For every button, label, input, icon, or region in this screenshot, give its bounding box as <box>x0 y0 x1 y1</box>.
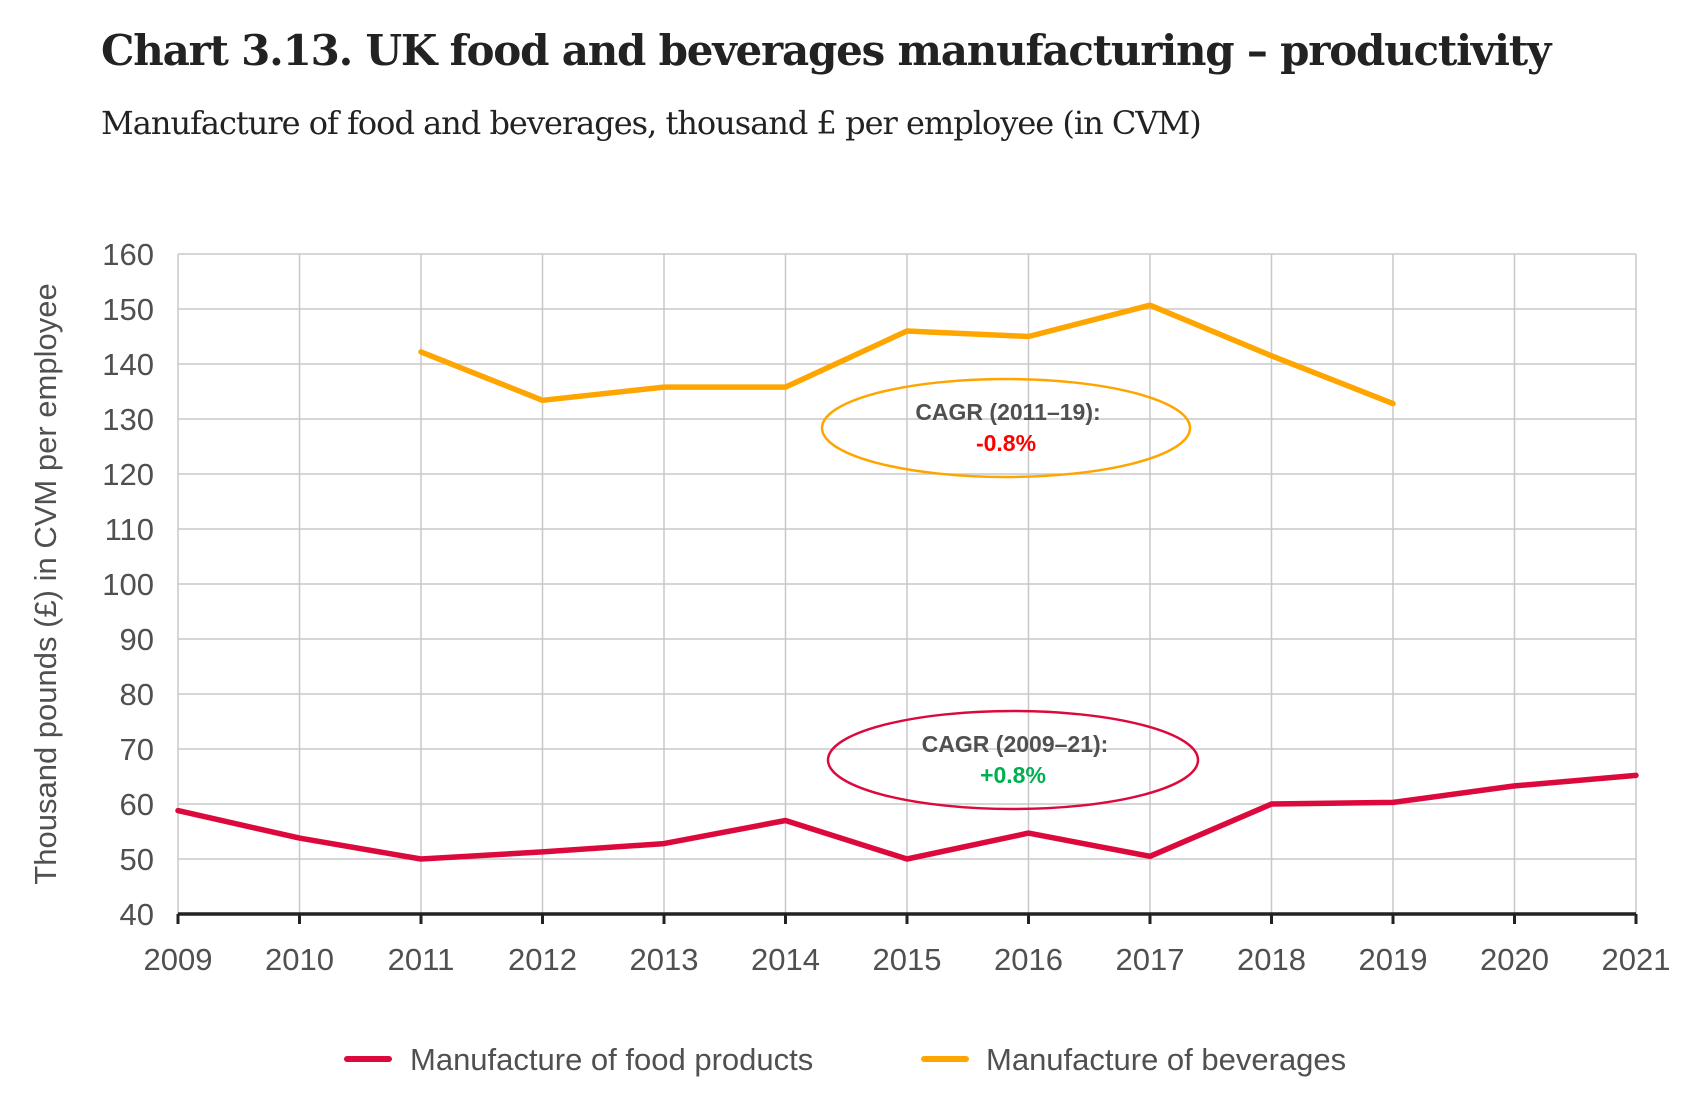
y-tick-label: 90 <box>120 622 154 657</box>
annotation-label: CAGR (2011–19): <box>915 399 1100 425</box>
axes: 40 50 60 70 80 90 100 110 120 130 140 150 160 2009 201… <box>102 237 1670 977</box>
y-tick-label: 60 <box>120 787 154 822</box>
legend-item-beverages: Manufacture of beverages <box>921 1042 1346 1077</box>
legend-label: Manufacture of food products <box>410 1042 813 1077</box>
gridlines <box>177 253 1637 914</box>
x-tick-label: 2014 <box>751 942 820 977</box>
y-tick-label: 70 <box>120 732 154 767</box>
y-tick-label: 120 <box>102 457 154 492</box>
annotation-value: +0.8% <box>980 762 1046 788</box>
x-tick-label: 2013 <box>630 942 699 977</box>
y-tick-label: 40 <box>120 897 154 932</box>
y-tick-label: 100 <box>102 567 154 602</box>
y-tick-label: 110 <box>105 512 154 547</box>
x-tick-label: 2021 <box>1602 942 1671 977</box>
cagr-annotation-food: CAGR (2009–21): +0.8% <box>826 709 1200 811</box>
x-tick-label: 2009 <box>144 942 213 977</box>
x-tick-label: 2016 <box>994 942 1063 977</box>
y-axis-label: Thousand pounds (£) in CVM per employee <box>28 283 63 884</box>
annotation-label: CAGR (2009–21): <box>922 731 1109 757</box>
x-tick-label: 2018 <box>1237 942 1306 977</box>
x-tick-label: 2020 <box>1480 942 1549 977</box>
x-tick-label: 2012 <box>508 942 577 977</box>
cagr-annotation-beverages: CAGR (2011–19): -0.8% <box>820 377 1192 479</box>
x-tick-label: 2010 <box>265 942 334 977</box>
x-tick-label: 2015 <box>873 942 942 977</box>
y-tick-label: 80 <box>120 677 154 712</box>
annotation-ellipse <box>820 377 1192 479</box>
x-tick-label: 2011 <box>388 942 455 977</box>
y-tick-label: 130 <box>102 402 154 437</box>
legend: Manufacture of food products Manufacture … <box>344 1042 1346 1077</box>
annotations: CAGR (2011–19): -0.8% CAGR (2009–21): +0.8% <box>820 377 1200 811</box>
legend-label: Manufacture of beverages <box>986 1042 1346 1077</box>
x-tick-label: 2017 <box>1116 942 1185 977</box>
chart-subtitle: Manufacture of food and beverages, thous… <box>101 104 1202 142</box>
chart-title: Chart 3.13. UK food and beverages manufa… <box>101 26 1551 75</box>
y-tick-label: 140 <box>102 347 154 382</box>
annotation-ellipse <box>826 709 1200 811</box>
y-tick-label: 160 <box>102 237 154 272</box>
annotation-value: -0.8% <box>976 430 1036 456</box>
legend-item-food-products: Manufacture of food products <box>344 1042 813 1077</box>
series-lines <box>175 302 1639 862</box>
y-tick-label: 50 <box>120 842 154 877</box>
x-tick-label: 2019 <box>1359 942 1428 977</box>
y-tick-label: 150 <box>102 292 154 327</box>
